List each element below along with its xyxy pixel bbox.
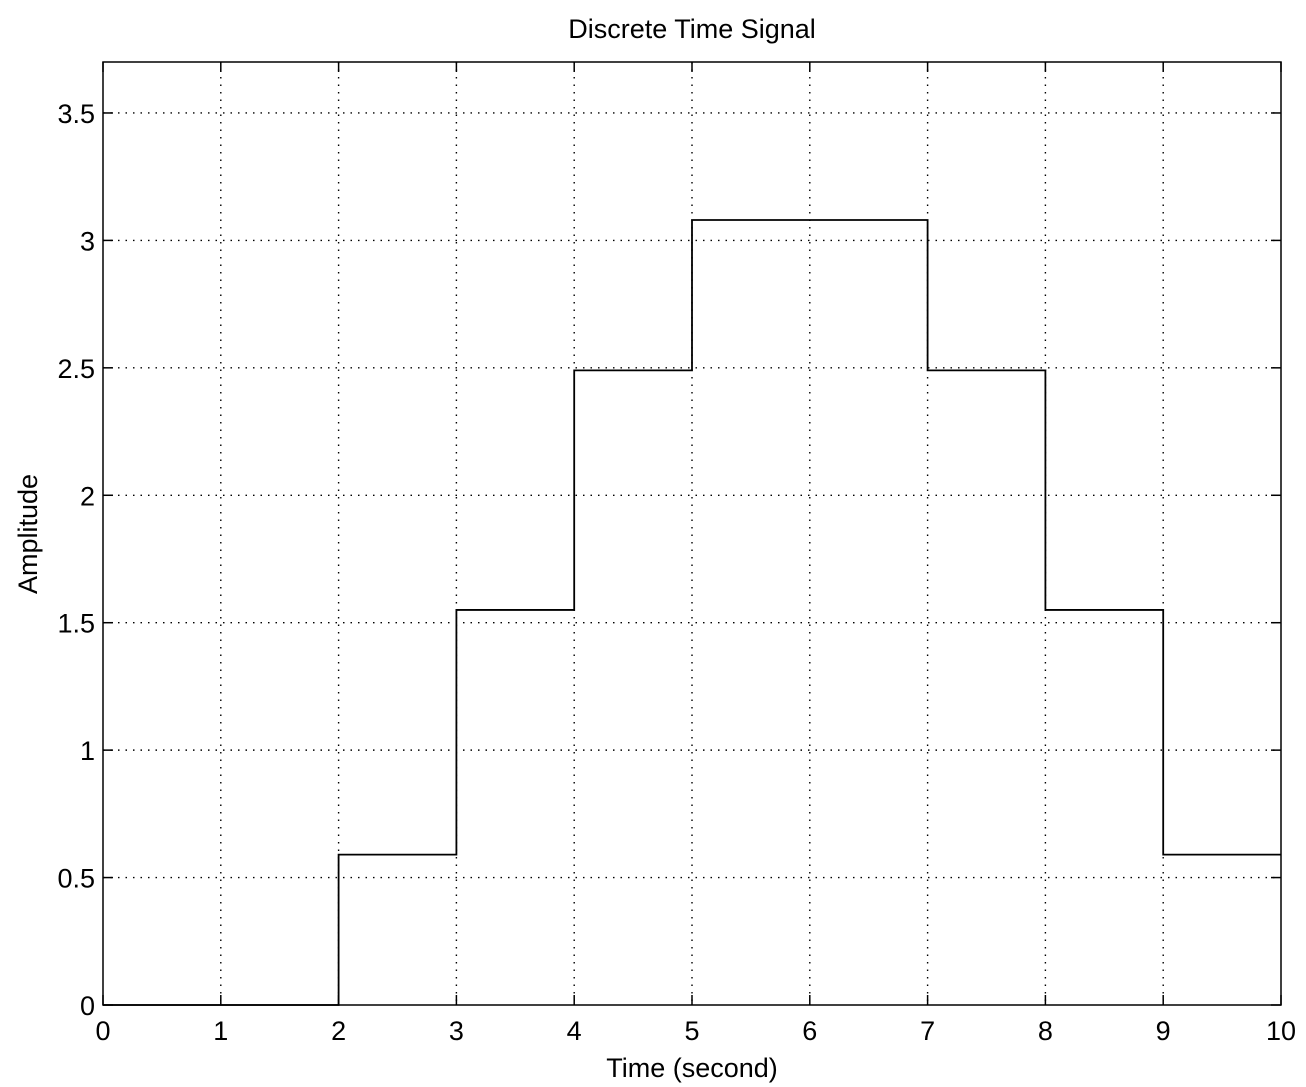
plot-frame — [102, 61, 1282, 1006]
y-tick-label: 0 — [80, 991, 95, 1021]
y-tick-label: 0.5 — [57, 864, 95, 894]
y-tick-label: 3.5 — [57, 99, 95, 129]
axis-ticks — [102, 62, 1282, 1006]
y-tick-label: 2 — [80, 481, 95, 511]
signal-step-line — [103, 219, 1281, 1006]
x-tick-label: 2 — [331, 1016, 346, 1046]
x-tick-label: 4 — [567, 1016, 582, 1046]
x-tick-label: 3 — [449, 1016, 464, 1046]
grid-lines — [103, 62, 1281, 1005]
x-tick-label: 6 — [802, 1016, 817, 1046]
y-tick-label: 1.5 — [57, 609, 95, 639]
x-tick-labels: 0 1 2 3 4 5 6 7 8 9 10 — [95, 1016, 1296, 1046]
chart-title: Discrete Time Signal — [568, 14, 816, 44]
y-axis-label: Amplitude — [13, 474, 43, 594]
x-tick-label: 5 — [684, 1016, 699, 1046]
y-tick-label: 1 — [80, 736, 95, 766]
y-tick-label: 2.5 — [57, 354, 95, 384]
x-tick-label: 8 — [1038, 1016, 1053, 1046]
x-tick-label: 9 — [1156, 1016, 1171, 1046]
y-tick-labels: 0 0.5 1 1.5 2 2.5 3 3.5 — [57, 99, 95, 1021]
x-tick-label: 1 — [213, 1016, 228, 1046]
x-tick-label: 7 — [920, 1016, 935, 1046]
y-tick-label: 3 — [80, 226, 95, 256]
x-tick-label: 10 — [1266, 1016, 1296, 1046]
x-tick-label: 0 — [95, 1016, 110, 1046]
x-axis-label: Time (second) — [606, 1053, 778, 1083]
